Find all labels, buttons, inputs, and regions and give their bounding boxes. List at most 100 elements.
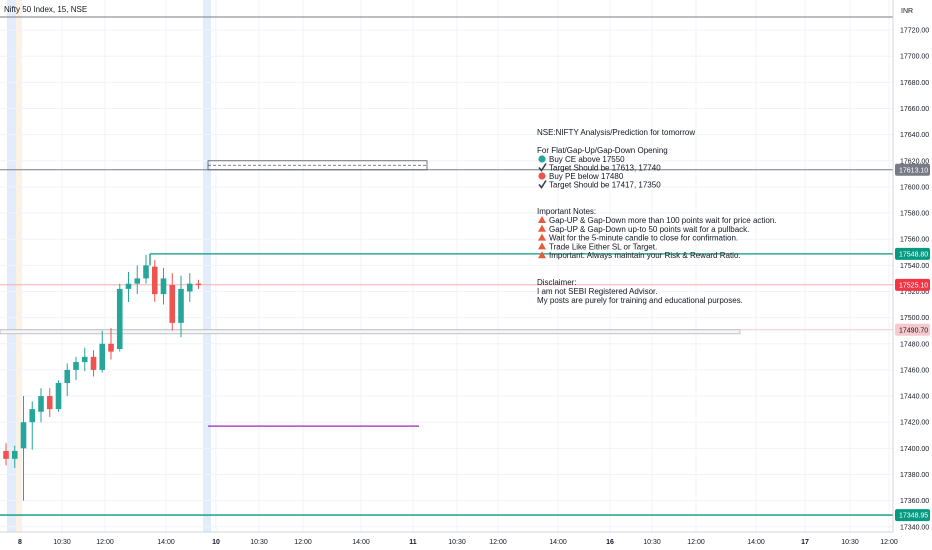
notes-section2-list: Gap-UP & Gap-Down more than 100 points w…: [538, 216, 777, 260]
price-tick-label: 17440.00: [900, 394, 929, 401]
candle-body: [55, 382, 62, 410]
candle-body: [11, 450, 18, 459]
price-tag: [895, 163, 930, 176]
price-tags: 17613.10 17548.80 17525.10 17490.70 17348.95: [895, 163, 930, 522]
price-tick-label: 17560.00: [900, 237, 929, 244]
price-tick-label: 17540.00: [900, 263, 929, 270]
time-tick-label: 11: [409, 539, 417, 546]
price-tick-label: 17660.00: [900, 106, 929, 113]
notes-section3-title: Disclaimer:: [537, 278, 577, 287]
warning-icon: [538, 216, 546, 223]
price-axis[interactable]: [893, 0, 932, 532]
candle-body: [108, 343, 114, 352]
notes-item: Important: Always maintain your Risk & R…: [549, 251, 741, 260]
candle-body: [186, 283, 193, 292]
time-tick-label: 14:00: [352, 539, 370, 546]
candle-body: [38, 396, 44, 412]
grid: [0, 0, 893, 532]
price-ticks: 17720.00 17700.00 17680.00 17660.00 17640.00…: [900, 28, 929, 532]
levels: [0, 16, 893, 516]
currency-label: INR: [901, 8, 913, 15]
candle-body: [125, 283, 132, 289]
price-tick-label: 17400.00: [900, 446, 929, 453]
candle-body: [99, 343, 106, 370]
candle-body: [116, 288, 123, 350]
session-band: [203, 0, 211, 532]
price-tag-label: 17490.70: [899, 327, 928, 334]
check-icon: [538, 180, 547, 189]
notes-section1-title: For Flat/Gap-Up/Gap-Down Opening: [537, 146, 668, 155]
price-tick-label: 17600.00: [900, 184, 929, 191]
time-ticks: 8 10:30 12:00 14:00 10 10:30 12:00 14:00 11 10:30…: [18, 539, 898, 546]
candle-body: [73, 362, 79, 370]
notes-heading: NSE:NIFTY Analysis/Prediction for tomorr…: [537, 128, 695, 137]
price-tick-label: 17640.00: [900, 132, 929, 139]
time-tick-label: 14:00: [157, 539, 175, 546]
notes-item: Gap-UP & Gap-Down more than 100 points w…: [549, 216, 777, 225]
support-zone: [0, 329, 741, 335]
time-tick-label: 12:00: [96, 539, 114, 546]
time-axis[interactable]: [0, 532, 893, 550]
chart-title: Nifty 50 Index, 15, NSE: [4, 5, 87, 14]
candle-body: [134, 278, 141, 284]
price-tick-label: 17680.00: [900, 80, 929, 87]
candle-body: [143, 265, 149, 279]
notes-item: Buy CE above 17550: [549, 155, 625, 164]
price-tick-label: 17720.00: [900, 28, 929, 35]
red-circle-icon: [538, 172, 546, 180]
session-band: [16, 0, 22, 532]
candle-body: [160, 278, 167, 295]
time-tick-label: 14:00: [747, 539, 765, 546]
session-band: [7, 0, 16, 532]
time-tick-label: 16: [606, 539, 614, 546]
price-tick-label: 17420.00: [900, 420, 929, 427]
candle-body: [90, 356, 97, 370]
price-tick-label: 17500.00: [900, 315, 929, 322]
time-tick-label: 14:00: [549, 539, 567, 546]
price-tag-label: 17348.95: [899, 513, 928, 520]
price-tick-label: 17380.00: [900, 472, 929, 479]
disclaimer-line-1: I am not SEBI Registered Advisor.: [537, 287, 658, 296]
warning-icon: [538, 233, 546, 241]
time-tick-label: 10:30: [250, 539, 268, 546]
candle-body: [81, 356, 88, 363]
candles: [3, 254, 202, 501]
warning-icon: [538, 242, 546, 250]
candle-body: [178, 288, 184, 323]
notes-item: Buy PE below 17480: [549, 172, 624, 181]
price-tick-label: 17580.00: [900, 211, 929, 218]
notes-overlay: NSE:NIFTY Analysis/Prediction for tomorr…: [537, 128, 777, 305]
notes-section2-title: Important Notes:: [537, 207, 596, 216]
warning-icon: [538, 251, 546, 259]
price-tick-label: 17700.00: [900, 54, 929, 61]
price-tag: [895, 323, 930, 336]
price-tag-label: 17548.80: [899, 251, 928, 258]
candle-body: [195, 283, 202, 285]
time-tick-label: 8: [18, 539, 22, 546]
price-tag: [895, 509, 930, 522]
price-tag-label: 17525.10: [899, 282, 928, 289]
price-tick-label: 17520.00: [900, 289, 929, 296]
candle-body: [46, 396, 53, 410]
price-tag: [895, 278, 930, 291]
price-tag: [895, 247, 930, 260]
plot-area[interactable]: [0, 0, 893, 532]
candle-body: [64, 369, 71, 383]
time-tick-label: 12:00: [687, 539, 705, 546]
price-tag-label: 17613.10: [899, 167, 928, 174]
time-tick-label: 10:30: [448, 539, 466, 546]
candle-body: [169, 284, 176, 323]
price-tick-label: 17460.00: [900, 367, 929, 374]
price-tick-label: 17340.00: [900, 524, 929, 531]
disclaimer-line-2: My posts are purely for training and edu…: [537, 296, 743, 305]
notes-item: Wait for the 5-minute candle to close fo…: [549, 234, 738, 243]
candle-body: [151, 266, 158, 295]
candle-body: [20, 422, 27, 449]
time-tick-label: 10:30: [841, 539, 859, 546]
warning-icon: [538, 224, 546, 232]
candle-body: [29, 409, 36, 423]
price-tick-label: 17620.00: [900, 158, 929, 165]
notes-item: Target Should be 17613, 17740: [549, 164, 661, 173]
